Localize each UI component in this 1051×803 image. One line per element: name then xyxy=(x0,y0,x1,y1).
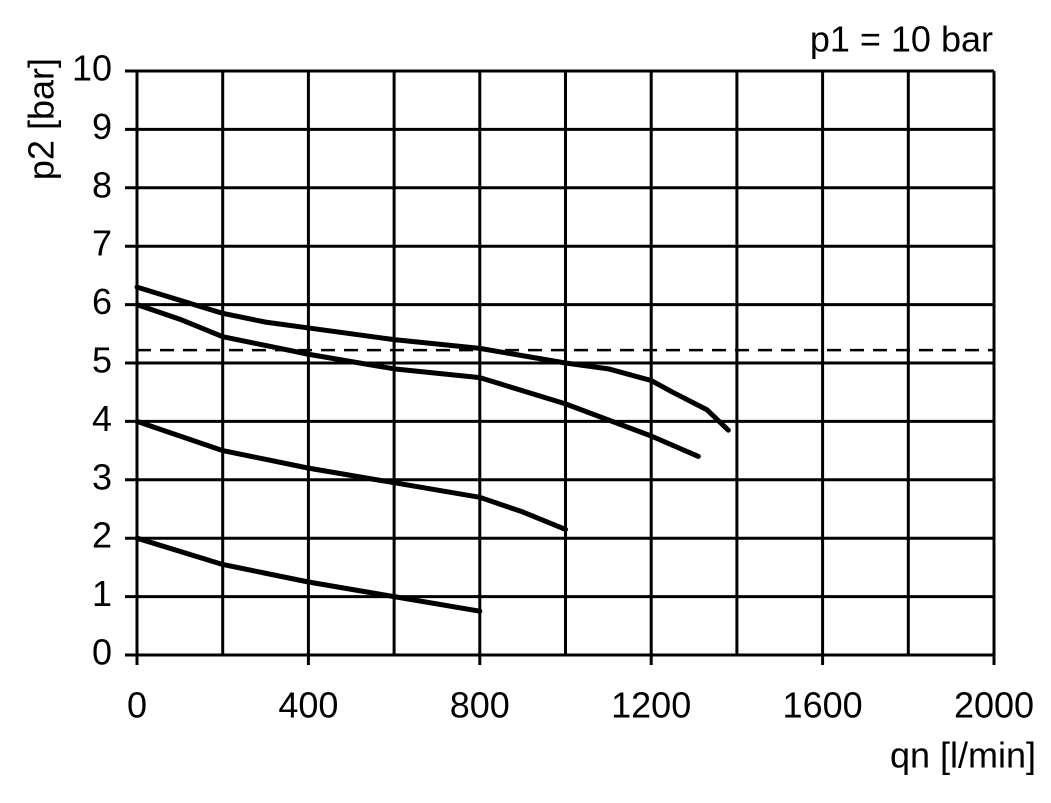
y-axis-label: p2 [bar] xyxy=(21,58,62,180)
y-tick-label: 8 xyxy=(92,164,112,205)
x-tick-label: 1600 xyxy=(783,685,863,726)
y-tick-label: 9 xyxy=(92,106,112,147)
annotation: p1 = 10 bar xyxy=(810,19,993,60)
x-tick-label: 1200 xyxy=(611,685,691,726)
curve xyxy=(134,302,701,459)
x-tick-label: 800 xyxy=(450,685,510,726)
y-tick-label: 5 xyxy=(92,340,112,381)
y-tick-label: 6 xyxy=(92,281,112,322)
x-tick-label: 400 xyxy=(278,685,338,726)
y-tick-label: 3 xyxy=(92,456,112,497)
curve xyxy=(134,284,731,433)
x-axis-label: qn [l/min] xyxy=(890,735,1036,776)
y-tick-label: 2 xyxy=(92,515,112,556)
x-tick-label: 2000 xyxy=(954,685,1034,726)
x-tick-label: 0 xyxy=(127,685,147,726)
y-tick-label: 4 xyxy=(92,398,112,439)
y-tick-label: 7 xyxy=(92,223,112,264)
curve xyxy=(134,418,568,532)
y-tick-label: 0 xyxy=(92,632,112,673)
curve xyxy=(134,535,483,614)
y-tick-label: 10 xyxy=(72,48,112,89)
y-tick-label: 1 xyxy=(92,573,112,614)
